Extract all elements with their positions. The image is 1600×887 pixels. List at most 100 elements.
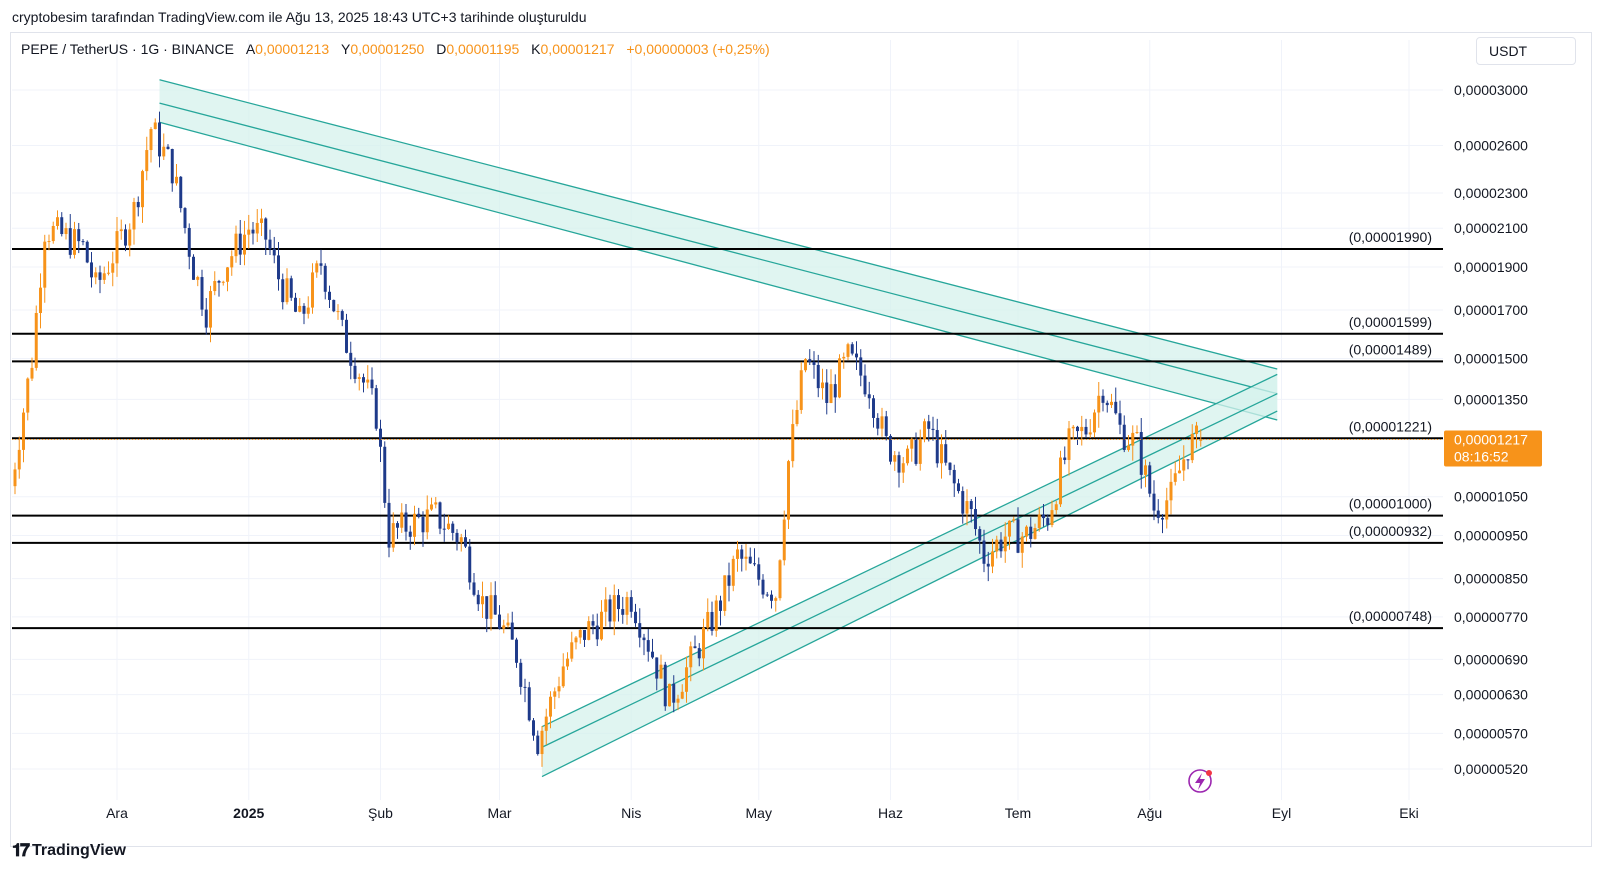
candle-up	[298, 298, 302, 313]
candle-body	[676, 698, 680, 703]
candle-body	[243, 234, 246, 255]
candle-body	[213, 281, 217, 292]
candle-body	[238, 233, 242, 255]
candle-down	[672, 675, 676, 713]
candle-down	[927, 414, 931, 442]
candle-body	[685, 667, 688, 692]
candle-down	[719, 595, 722, 626]
candle-body	[991, 551, 994, 567]
candle-up	[659, 654, 663, 679]
candle-body	[455, 532, 459, 543]
candle-up	[706, 598, 710, 632]
candle-body	[472, 582, 476, 595]
candle-up	[107, 261, 110, 276]
candle-up	[965, 489, 969, 526]
candle-body	[527, 687, 531, 721]
currency-selector[interactable]: USDT	[1476, 37, 1576, 65]
candle-down	[468, 539, 472, 590]
candle-up	[893, 450, 897, 471]
candle-down	[935, 418, 939, 468]
candle-body	[264, 218, 268, 240]
candle-body	[272, 248, 276, 256]
candle-down	[464, 529, 467, 548]
candle-body	[230, 256, 234, 268]
x-tick-label: Ara	[106, 805, 128, 821]
candle-down	[812, 351, 816, 379]
ascending-channel-line	[541, 373, 1278, 728]
candle-body	[697, 648, 701, 659]
candle-body	[799, 370, 803, 410]
candle-up	[489, 582, 493, 631]
candle-up	[553, 687, 557, 710]
candle-up	[1173, 461, 1177, 486]
candle-body	[595, 625, 599, 640]
candle-body	[22, 412, 25, 450]
candle-body	[64, 228, 68, 235]
candle-down	[238, 219, 242, 265]
candle-up	[587, 616, 591, 641]
candle-down	[765, 591, 769, 597]
candle-down	[808, 349, 812, 365]
candle-body	[260, 218, 263, 223]
last-price-tag	[1444, 430, 1542, 467]
candle-body	[391, 523, 395, 548]
candle-down	[621, 596, 625, 624]
symbol-label[interactable]: PEPE / TetherUS · 1G · BINANCE	[21, 41, 234, 57]
brand-name: TradingView	[32, 841, 126, 859]
candle-up	[612, 584, 616, 636]
candle-body	[328, 291, 331, 300]
candle-body	[791, 424, 795, 462]
candle-down	[697, 643, 701, 667]
candle-up	[149, 127, 153, 163]
candle-body	[34, 312, 38, 368]
candle-down	[396, 521, 399, 539]
candle-up	[714, 595, 718, 637]
candle-up	[481, 581, 484, 619]
candle-body	[94, 272, 98, 278]
candle-body	[1097, 395, 1101, 413]
candle-up	[1020, 532, 1024, 568]
candle-body	[277, 255, 280, 280]
candle-body	[1131, 432, 1135, 446]
candle-body	[1033, 527, 1037, 539]
candle-body	[740, 549, 744, 559]
candle-up	[1025, 525, 1028, 542]
candle-up	[1195, 421, 1198, 449]
candle-down	[166, 144, 170, 150]
candle-body	[396, 523, 399, 528]
candle-body	[1165, 500, 1169, 520]
candle-body	[770, 594, 773, 601]
y-tick-label: 0,00000770	[1454, 609, 1528, 625]
change-value: +0,00000003 (+0,25%)	[626, 41, 770, 57]
candle-body	[251, 229, 255, 234]
candle-body	[1122, 424, 1126, 450]
candle-down	[383, 441, 387, 508]
candle-down	[1152, 480, 1156, 521]
candle-down	[404, 503, 408, 541]
candle-body	[829, 384, 833, 403]
candle-body	[974, 509, 977, 530]
candle-up	[243, 220, 246, 266]
candle-body	[1003, 536, 1007, 552]
y-tick-label: 0,00001900	[1454, 259, 1528, 275]
candle-body	[43, 241, 47, 288]
candle-down	[442, 513, 446, 542]
candle-body	[574, 637, 578, 643]
candle-up	[1127, 435, 1130, 452]
candle-up	[111, 251, 115, 287]
candle-down	[591, 614, 595, 635]
tradingview-brand[interactable]: 𝟏𝟕 TradingView	[12, 840, 126, 861]
candle-up	[880, 407, 884, 437]
candle-down	[362, 373, 365, 393]
candle-up	[175, 163, 178, 186]
candle-body	[302, 305, 306, 314]
candle-body	[753, 563, 756, 565]
candle-up	[574, 635, 578, 650]
candle-body	[1008, 520, 1011, 537]
candle-body	[744, 556, 748, 559]
candle-body	[1093, 412, 1096, 433]
candle-body	[570, 642, 574, 659]
candle-body	[26, 378, 30, 413]
candle-down	[170, 148, 174, 192]
